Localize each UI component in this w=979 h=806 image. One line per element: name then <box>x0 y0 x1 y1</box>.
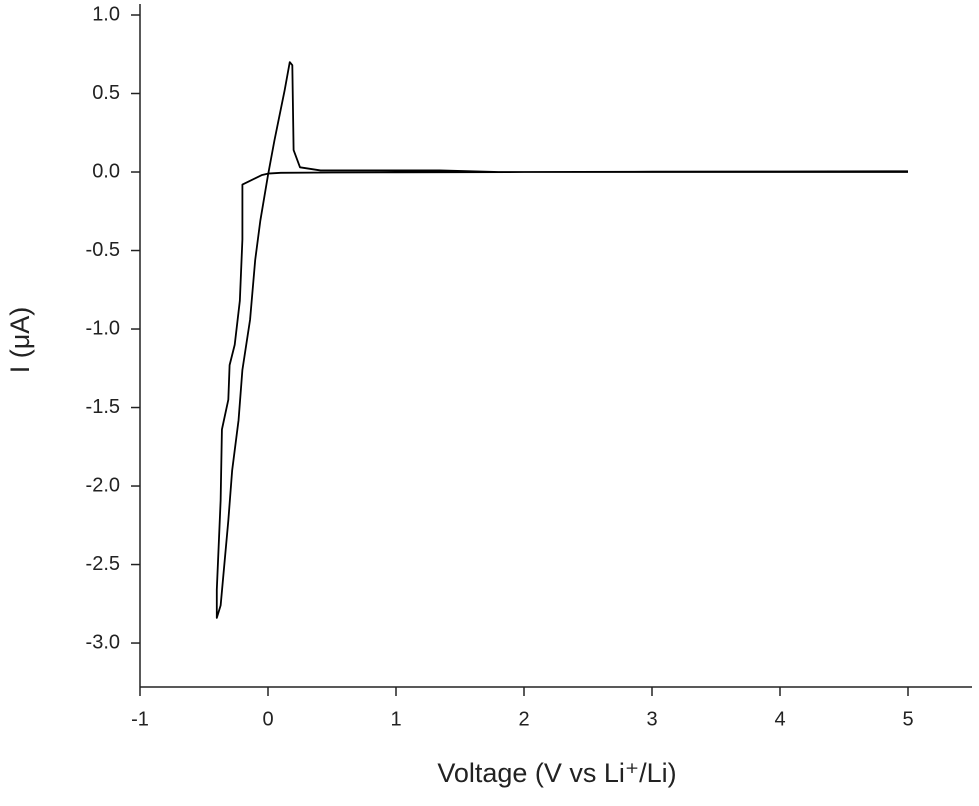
x-tick-label: 3 <box>646 708 657 730</box>
x-tick-label: 5 <box>902 708 913 730</box>
y-tick-label: -1.5 <box>86 396 120 418</box>
y-tick-label: -3.0 <box>86 631 120 653</box>
y-tick-label: 1.0 <box>92 3 120 25</box>
y-tick-label: -0.5 <box>86 239 120 261</box>
x-tick-label: -1 <box>131 708 149 730</box>
x-tick-label: 4 <box>774 708 785 730</box>
x-tick-label: 2 <box>518 708 529 730</box>
x-tick-label: 1 <box>390 708 401 730</box>
x-tick-label: 0 <box>262 708 273 730</box>
y-tick-label: -1.0 <box>86 317 120 339</box>
y-tick-label: -2.5 <box>86 553 120 575</box>
x-axis-title: Voltage (V vs Li⁺/Li) <box>437 758 676 788</box>
data-line <box>215 61 909 619</box>
y-axis-title: I (μA) <box>5 307 35 374</box>
y-tick-label: 0.5 <box>92 82 120 104</box>
y-tick-label: 0.0 <box>92 160 120 182</box>
y-tick-label: -2.0 <box>86 474 120 496</box>
